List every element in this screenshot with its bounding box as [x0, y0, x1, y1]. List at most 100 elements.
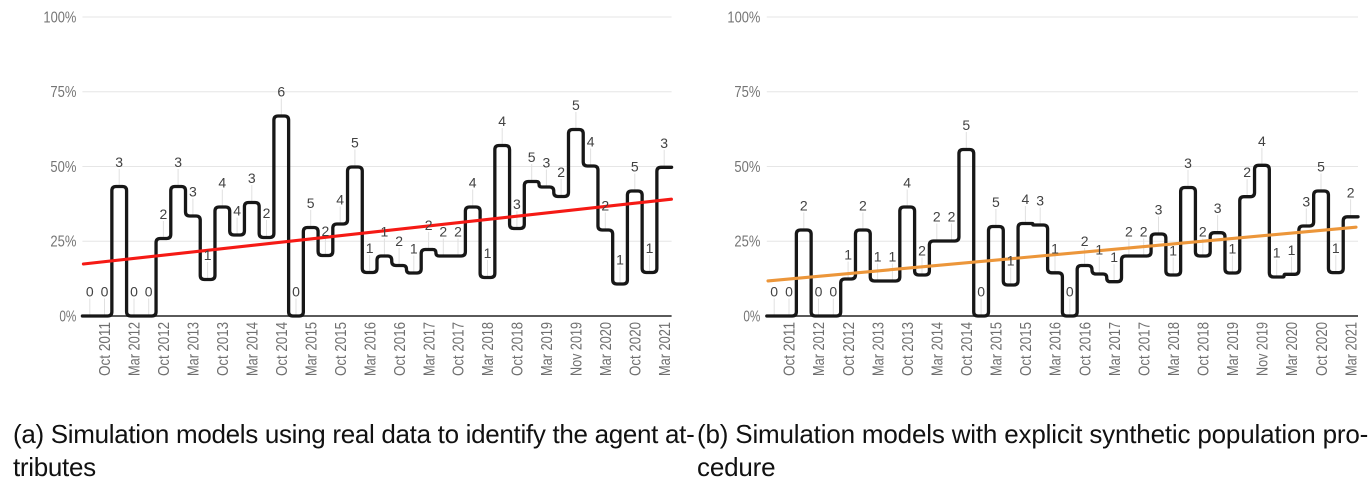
svg-text:Mar 2013: Mar 2013	[186, 322, 203, 376]
svg-text:3: 3	[248, 170, 256, 186]
svg-text:0: 0	[829, 284, 837, 300]
svg-text:Mar 2012: Mar 2012	[811, 322, 828, 376]
svg-text:Oct 2018: Oct 2018	[510, 322, 527, 376]
svg-text:Oct 2017: Oct 2017	[1136, 322, 1153, 376]
svg-text:Mar 2018: Mar 2018	[480, 322, 497, 376]
svg-text:5: 5	[1317, 159, 1325, 175]
svg-text:5: 5	[307, 195, 315, 211]
svg-text:50%: 50%	[734, 159, 760, 176]
svg-text:Mar 2016: Mar 2016	[362, 322, 379, 376]
svg-text:Nov 2019: Nov 2019	[569, 322, 586, 376]
svg-text:2: 2	[425, 217, 433, 233]
svg-text:6: 6	[277, 84, 285, 100]
svg-text:Nov 2019: Nov 2019	[1255, 322, 1272, 376]
svg-text:Oct 2016: Oct 2016	[392, 322, 409, 376]
svg-text:2: 2	[322, 223, 330, 239]
svg-text:5: 5	[962, 117, 970, 133]
svg-text:Mar 2017: Mar 2017	[1107, 322, 1124, 376]
svg-text:Oct 2020: Oct 2020	[628, 322, 645, 376]
svg-text:1: 1	[616, 252, 624, 268]
svg-text:Oct 2013: Oct 2013	[900, 322, 917, 376]
svg-text:1: 1	[381, 224, 389, 240]
svg-text:Oct 2012: Oct 2012	[156, 322, 173, 376]
svg-text:Mar 2013: Mar 2013	[870, 322, 887, 376]
svg-text:Mar 2015: Mar 2015	[989, 322, 1006, 376]
svg-text:5: 5	[992, 194, 1000, 210]
svg-text:5: 5	[631, 159, 639, 175]
svg-text:Oct 2015: Oct 2015	[333, 322, 350, 376]
svg-text:1: 1	[484, 245, 492, 261]
svg-text:Mar 2020: Mar 2020	[1284, 322, 1301, 376]
svg-text:5: 5	[528, 149, 536, 165]
svg-text:3: 3	[174, 154, 182, 170]
svg-text:0: 0	[1066, 284, 1074, 300]
svg-text:2: 2	[557, 164, 565, 180]
svg-text:2: 2	[800, 198, 808, 214]
svg-text:0: 0	[292, 284, 300, 300]
svg-text:1: 1	[366, 240, 374, 256]
svg-text:1: 1	[1095, 242, 1103, 258]
svg-text:3: 3	[1036, 193, 1044, 209]
svg-text:Oct 2011: Oct 2011	[782, 322, 799, 376]
svg-text:3: 3	[1302, 194, 1310, 210]
svg-text:Mar 2018: Mar 2018	[1166, 322, 1183, 376]
svg-text:Oct 2014: Oct 2014	[959, 322, 976, 376]
svg-text:4: 4	[233, 203, 241, 219]
svg-text:25%: 25%	[50, 234, 76, 251]
svg-text:1: 1	[1110, 249, 1118, 265]
svg-text:2: 2	[439, 224, 447, 240]
svg-text:4: 4	[469, 175, 477, 191]
svg-text:3: 3	[1214, 200, 1222, 216]
svg-text:3: 3	[1184, 155, 1192, 171]
svg-text:0: 0	[86, 284, 94, 300]
svg-text:Oct 2012: Oct 2012	[841, 322, 858, 376]
svg-text:Mar 2020: Mar 2020	[598, 322, 615, 376]
svg-text:1: 1	[410, 241, 418, 257]
svg-text:0: 0	[145, 284, 153, 300]
svg-text:2: 2	[918, 243, 926, 259]
svg-text:Mar 2014: Mar 2014	[245, 322, 262, 376]
svg-text:1: 1	[646, 240, 654, 256]
svg-text:4: 4	[903, 175, 911, 191]
svg-text:3: 3	[543, 155, 551, 171]
svg-text:4: 4	[336, 192, 344, 208]
svg-text:2: 2	[454, 224, 462, 240]
svg-text:2: 2	[1081, 233, 1089, 249]
svg-text:Mar 2019: Mar 2019	[1225, 322, 1242, 376]
svg-text:5: 5	[351, 135, 359, 151]
svg-text:Oct 2018: Oct 2018	[1196, 322, 1213, 376]
svg-text:50%: 50%	[50, 159, 76, 176]
svg-text:1: 1	[1007, 253, 1015, 269]
svg-text:Mar 2021: Mar 2021	[1343, 322, 1360, 376]
svg-text:1: 1	[1273, 245, 1281, 261]
svg-text:Oct 2020: Oct 2020	[1314, 322, 1331, 376]
svg-text:2: 2	[160, 206, 168, 222]
svg-text:Mar 2017: Mar 2017	[421, 322, 438, 376]
svg-text:1: 1	[1332, 240, 1340, 256]
svg-text:2: 2	[263, 205, 271, 221]
svg-text:3: 3	[189, 184, 197, 200]
svg-text:Oct 2017: Oct 2017	[451, 322, 468, 376]
svg-text:2: 2	[1199, 224, 1207, 240]
svg-text:3: 3	[513, 196, 521, 212]
svg-text:2: 2	[601, 198, 609, 214]
svg-text:1: 1	[844, 247, 852, 263]
svg-text:5: 5	[572, 97, 580, 113]
svg-text:2: 2	[1243, 164, 1251, 180]
svg-text:3: 3	[1155, 202, 1163, 218]
svg-text:1: 1	[1288, 242, 1296, 258]
svg-text:Oct 2016: Oct 2016	[1077, 322, 1094, 376]
svg-text:Mar 2016: Mar 2016	[1048, 322, 1065, 376]
svg-text:Oct 2013: Oct 2013	[215, 322, 232, 376]
svg-text:Mar 2019: Mar 2019	[539, 322, 556, 376]
svg-text:100%: 100%	[43, 9, 76, 26]
svg-text:2: 2	[1347, 184, 1355, 200]
svg-text:Mar 2014: Mar 2014	[930, 322, 947, 376]
svg-text:1: 1	[874, 249, 882, 265]
svg-text:Mar 2021: Mar 2021	[657, 322, 674, 376]
svg-text:2: 2	[1125, 224, 1133, 240]
svg-text:2: 2	[859, 198, 867, 214]
svg-text:Oct 2011: Oct 2011	[97, 322, 114, 376]
svg-text:0: 0	[785, 284, 793, 300]
svg-text:0%: 0%	[59, 308, 76, 325]
